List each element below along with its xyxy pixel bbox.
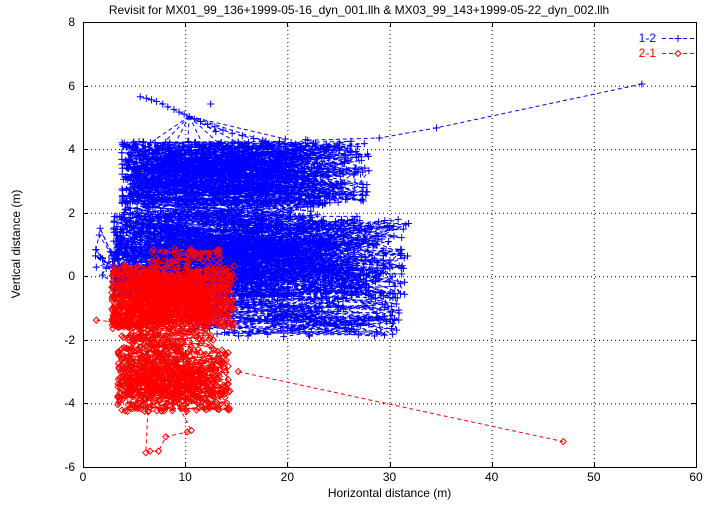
- legend: 1-2 2-1: [639, 31, 695, 60]
- x-tick-label-0: 0: [79, 470, 87, 484]
- y-tick-label-6: 6: [68, 78, 75, 93]
- legend-line-sample-plus: [662, 34, 694, 42]
- y-tick-label-0: 0: [68, 269, 75, 284]
- y-tick-label--4: -4: [64, 396, 75, 411]
- y-tick-label-2: 2: [68, 205, 75, 220]
- x-tick-label-60: 60: [689, 470, 703, 484]
- y-tick-label--2: -2: [64, 332, 75, 347]
- legend-item-1-2: 1-2: [639, 31, 695, 45]
- legend-line-sample-diamond: [662, 49, 694, 57]
- chart-title: Revisit for MX01_99_136+1999-05-16_dyn_0…: [108, 3, 610, 17]
- y-tick-label--6: -6: [64, 460, 75, 474]
- x-tick-label-20: 20: [280, 470, 295, 484]
- legend-label: 2-1: [638, 46, 656, 60]
- y-axis-label: Vertical distance (m): [9, 189, 23, 299]
- x-tick-label-30: 30: [382, 470, 397, 484]
- x-axis-label: Horizontal distance (m): [327, 486, 452, 500]
- legend-label: 1-2: [638, 31, 656, 45]
- y-tick-label-8: 8: [68, 15, 75, 29]
- x-tick-label-40: 40: [484, 470, 499, 484]
- x-tick-label-50: 50: [587, 470, 601, 484]
- legend-item-2-1: 2-1: [639, 46, 695, 60]
- y-tick-label-4: 4: [68, 142, 75, 157]
- x-tick-label-10: 10: [178, 470, 192, 484]
